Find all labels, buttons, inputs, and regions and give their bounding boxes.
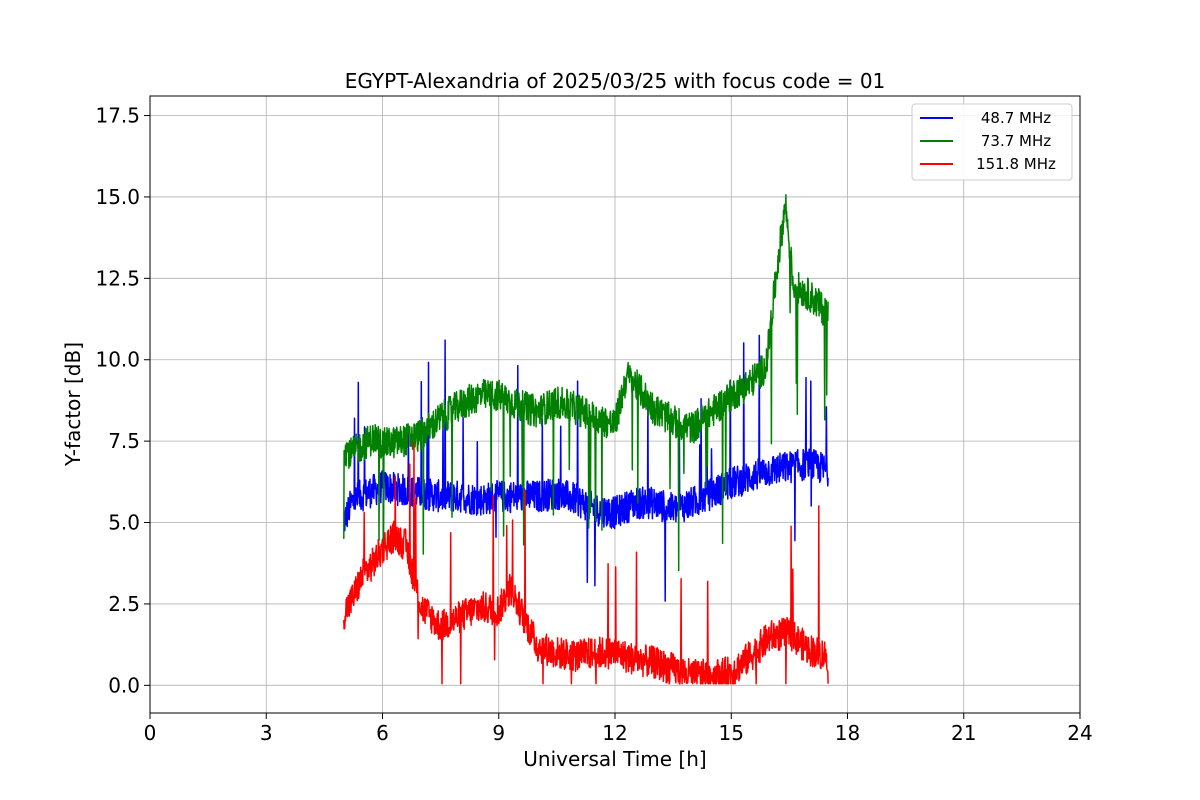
- x-tick-label: 24: [1067, 721, 1092, 745]
- series-line: [343, 441, 829, 685]
- series-layer: [343, 194, 829, 685]
- legend-box: [911, 103, 1073, 181]
- chart-title: EGYPT-Alexandria of 2025/03/25 with focu…: [345, 69, 886, 93]
- y-tick-label: 2.5: [108, 592, 140, 616]
- legend-label: 151.8 MHz: [976, 155, 1056, 173]
- legend-label: 73.7 MHz: [981, 132, 1051, 150]
- ticks: 0 3 6 9 12 15 18 21 24 0.0 2.5 5.0 7.5 10.0 12.5 15.0 17…: [95, 104, 1092, 745]
- y-tick-label: 0.0: [108, 673, 140, 697]
- legend-label: 48.7 MHz: [981, 109, 1051, 127]
- x-tick-label: 6: [376, 721, 389, 745]
- x-tick-label: 0: [144, 721, 157, 745]
- x-tick-label: 3: [260, 721, 273, 745]
- x-tick-label: 18: [835, 721, 860, 745]
- y-tick-label: 12.5: [95, 266, 140, 290]
- y-tick-label: 10.0: [95, 348, 140, 372]
- legend: 48.7 MHz 73.7 MHz 151.8 MHz: [911, 103, 1073, 181]
- x-tick-label: 21: [951, 721, 976, 745]
- x-tick-label: 9: [492, 721, 505, 745]
- y-axis-label: Y-factor [dB]: [61, 342, 85, 467]
- x-axis-label: Universal Time [h]: [523, 747, 706, 771]
- x-tick-label: 15: [719, 721, 744, 745]
- series-line: [343, 194, 829, 572]
- x-tick-label: 12: [602, 721, 627, 745]
- y-tick-label: 5.0: [108, 511, 140, 535]
- y-tick-label: 7.5: [108, 429, 140, 453]
- series-line: [343, 334, 829, 602]
- y-tick-label: 17.5: [95, 104, 140, 128]
- y-tick-label: 15.0: [95, 185, 140, 209]
